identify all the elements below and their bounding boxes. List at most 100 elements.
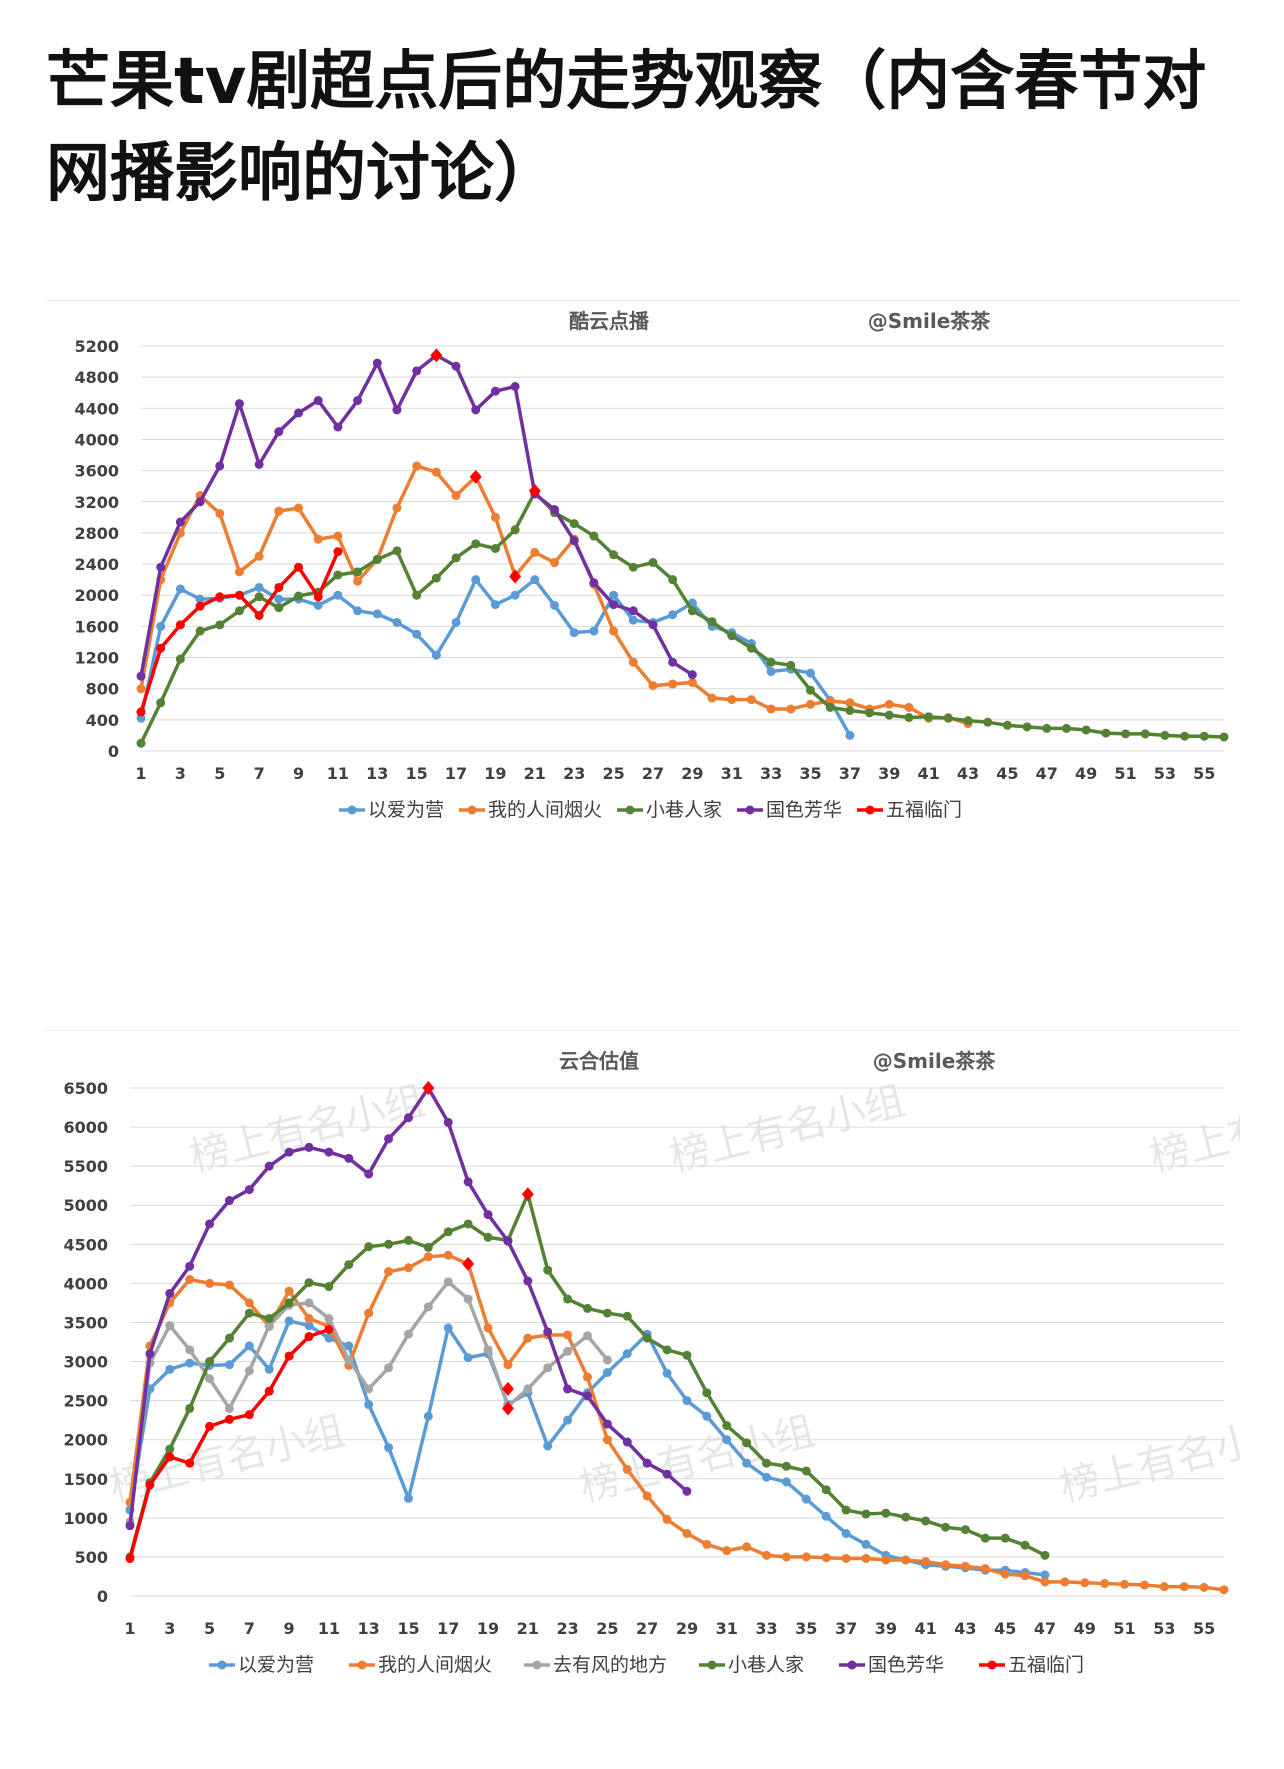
data-point bbox=[662, 1345, 672, 1355]
data-point bbox=[1081, 725, 1091, 735]
data-point bbox=[443, 1250, 453, 1260]
data-point bbox=[628, 657, 638, 667]
data-point bbox=[353, 576, 363, 586]
data-point bbox=[372, 609, 382, 619]
data-point bbox=[364, 1384, 374, 1394]
data-point bbox=[569, 536, 579, 546]
x-tick-label: 23 bbox=[563, 764, 585, 783]
data-point bbox=[264, 1161, 274, 1171]
data-point bbox=[668, 679, 678, 689]
data-point bbox=[284, 1316, 294, 1326]
data-point bbox=[244, 1308, 254, 1318]
data-point bbox=[904, 713, 914, 723]
data-point bbox=[841, 1505, 851, 1515]
data-point bbox=[1000, 1569, 1010, 1579]
x-tick-label: 53 bbox=[1154, 764, 1176, 783]
data-point bbox=[431, 650, 441, 660]
data-point bbox=[136, 713, 146, 723]
data-point bbox=[274, 582, 284, 592]
data-point bbox=[845, 706, 855, 715]
data-point bbox=[642, 1333, 652, 1343]
data-point bbox=[244, 1366, 254, 1376]
x-tick-label: 19 bbox=[484, 764, 506, 783]
data-point bbox=[224, 1403, 234, 1413]
x-tick-label: 13 bbox=[366, 764, 388, 783]
data-point bbox=[1179, 1582, 1189, 1592]
data-point bbox=[682, 1486, 692, 1496]
data-point bbox=[254, 582, 264, 592]
data-point bbox=[224, 1414, 234, 1424]
data-point bbox=[185, 1403, 195, 1413]
data-point bbox=[313, 534, 323, 544]
data-point bbox=[884, 710, 894, 720]
data-point bbox=[1040, 1550, 1050, 1560]
series-小巷人家 bbox=[136, 487, 1229, 748]
data-point bbox=[490, 544, 500, 553]
data-point bbox=[786, 704, 796, 714]
data-point bbox=[609, 626, 619, 636]
data-point bbox=[136, 684, 146, 694]
data-point bbox=[392, 405, 402, 415]
data-point bbox=[881, 1508, 891, 1518]
data-point bbox=[805, 668, 815, 678]
data-point bbox=[1002, 720, 1012, 730]
data-point bbox=[403, 1493, 413, 1503]
legend-item: 五福临门 bbox=[857, 799, 962, 821]
data-point bbox=[412, 461, 422, 471]
data-point bbox=[205, 1278, 215, 1288]
data-point bbox=[1101, 728, 1111, 738]
data-point bbox=[274, 427, 284, 437]
data-point bbox=[384, 1363, 394, 1373]
data-point bbox=[904, 702, 914, 712]
y-tick-label: 4000 bbox=[63, 1274, 108, 1293]
x-tick-label: 19 bbox=[477, 1619, 499, 1638]
data-point bbox=[1140, 729, 1150, 739]
x-tick-label: 49 bbox=[1074, 1619, 1096, 1638]
data-point bbox=[727, 695, 737, 705]
data-point bbox=[941, 1560, 951, 1570]
data-point bbox=[742, 1438, 752, 1448]
data-point bbox=[589, 531, 599, 541]
data-point bbox=[234, 399, 244, 409]
x-tick-label: 29 bbox=[676, 1619, 698, 1638]
data-point bbox=[1042, 723, 1052, 733]
data-point bbox=[195, 497, 205, 507]
series-line bbox=[139, 490, 1225, 744]
data-point bbox=[483, 1345, 493, 1355]
data-point bbox=[924, 712, 934, 722]
data-point bbox=[742, 1542, 752, 1552]
data-point bbox=[805, 685, 815, 695]
highlight-marker bbox=[462, 1256, 475, 1271]
data-point bbox=[443, 1323, 453, 1333]
x-tick-label: 33 bbox=[760, 764, 782, 783]
x-tick-label: 29 bbox=[681, 764, 703, 783]
data-point bbox=[687, 670, 697, 680]
series-我的人间烟火 bbox=[125, 1250, 1229, 1595]
data-point bbox=[963, 716, 973, 726]
x-tick-label: 51 bbox=[1113, 1619, 1135, 1638]
data-point bbox=[622, 1464, 632, 1474]
data-point bbox=[304, 1321, 314, 1331]
legend-label: 五福临门 bbox=[1008, 1654, 1084, 1676]
x-tick-label: 23 bbox=[556, 1619, 578, 1638]
legend-item: 我的人间烟火 bbox=[349, 1654, 492, 1676]
x-tick-label: 11 bbox=[318, 1619, 340, 1638]
data-point bbox=[1040, 1577, 1050, 1587]
data-point bbox=[364, 1169, 374, 1179]
data-point bbox=[1120, 1579, 1130, 1589]
data-point bbox=[165, 1289, 175, 1299]
data-point bbox=[451, 617, 461, 627]
y-tick-label: 1200 bbox=[74, 649, 119, 668]
x-tick-label: 31 bbox=[716, 1619, 738, 1638]
data-point bbox=[510, 382, 520, 391]
data-point bbox=[980, 1564, 990, 1574]
x-tick-label: 21 bbox=[524, 764, 546, 783]
data-point bbox=[195, 626, 205, 636]
data-point bbox=[563, 1415, 573, 1425]
x-tick-label: 55 bbox=[1193, 764, 1215, 783]
data-point bbox=[156, 698, 166, 708]
data-point bbox=[801, 1552, 811, 1562]
data-point bbox=[1219, 1585, 1229, 1595]
legend-item: 以爱为营 bbox=[339, 799, 444, 821]
